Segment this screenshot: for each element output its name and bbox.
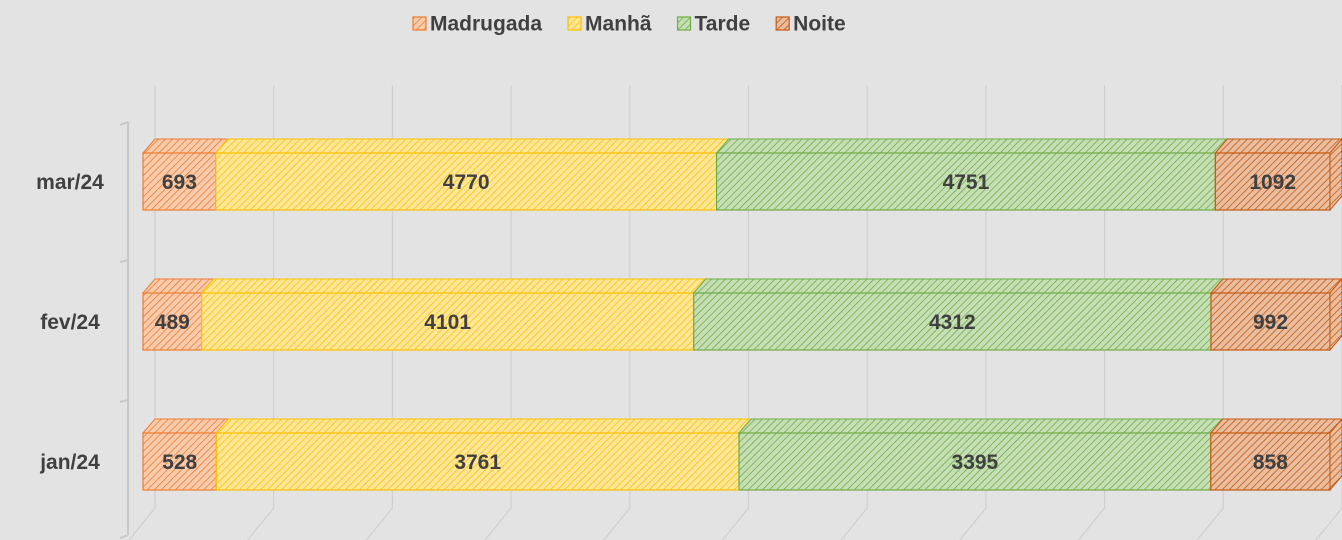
bar-side (1329, 278, 1342, 352)
grid-line (128, 85, 156, 540)
grid-line (247, 85, 275, 540)
grid-line (1196, 85, 1224, 540)
bar-top (1209, 278, 1342, 294)
bar-top (215, 418, 753, 434)
grid-line (603, 85, 631, 540)
data-label: 489 (155, 311, 190, 334)
bar-side (1329, 418, 1342, 492)
axis-wall (119, 121, 129, 539)
data-label: 3395 (952, 451, 999, 474)
legend-swatch (676, 16, 692, 31)
bar (201, 292, 695, 351)
legend-swatch (412, 16, 427, 31)
data-label: 4312 (929, 311, 976, 334)
grid-line (365, 85, 393, 540)
data-label: 528 (162, 451, 197, 474)
data-label: 693 (162, 171, 197, 194)
data-label: 992 (1253, 311, 1288, 334)
bar-top (141, 138, 229, 154)
data-label: 4751 (943, 171, 990, 194)
bar (715, 152, 1216, 211)
y-tick-label: fev/24 (40, 311, 100, 334)
legend-swatch (567, 16, 582, 31)
grid-line (1315, 85, 1342, 540)
data-label: 4770 (443, 171, 490, 194)
grid-line (722, 85, 750, 540)
grid-line (959, 85, 987, 540)
grid-line (1078, 85, 1106, 540)
bar-top (1214, 138, 1342, 154)
bar-side (1329, 138, 1342, 212)
legend-label: Madrugada (430, 13, 542, 36)
bar-top (715, 138, 1229, 154)
bar (1214, 152, 1331, 211)
bar-top (737, 418, 1224, 434)
legend-label: Tarde (695, 13, 751, 36)
bar (142, 292, 203, 351)
bar-top (141, 418, 230, 434)
data-label: 4101 (424, 311, 471, 334)
data-label: 3761 (454, 451, 501, 474)
bar-top (1209, 418, 1342, 434)
legend-swatch (775, 16, 790, 31)
bar (142, 152, 217, 211)
y-tick-label: mar/24 (36, 171, 104, 194)
bar (738, 432, 1212, 491)
bar-top (214, 138, 730, 154)
bar (1210, 292, 1331, 351)
bar (1210, 432, 1331, 491)
legend-label: Noite (793, 13, 846, 36)
bar-top (692, 278, 1225, 294)
legend-label: Manhã (585, 13, 652, 36)
grid-line (840, 85, 868, 540)
data-label: 858 (1253, 451, 1288, 474)
y-tick-label: jan/24 (39, 451, 100, 474)
data-label: 1092 (1249, 171, 1296, 194)
grid-line (484, 85, 512, 540)
bar-top (200, 278, 707, 294)
